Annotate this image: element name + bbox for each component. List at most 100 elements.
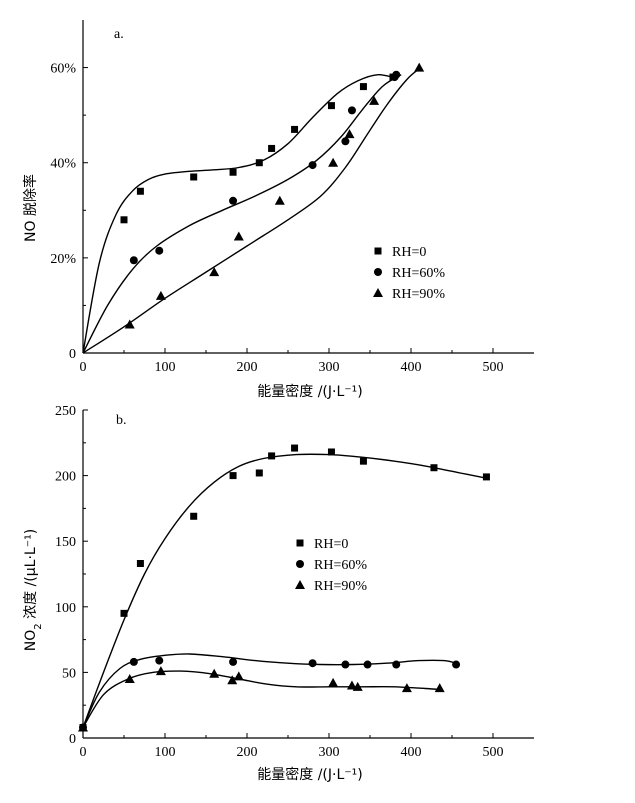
chart-b-y-tick-label: 250 — [55, 404, 76, 419]
chart-b-x-tick-label: 400 — [401, 745, 422, 760]
chart-a-legend-label-0: RH=0 — [392, 245, 426, 260]
chart-a-series-2-point — [209, 267, 220, 277]
chart-a-x-tick-label: 0 — [80, 360, 87, 375]
chart-a-series-2-point — [233, 231, 244, 241]
chart-a-y-tick-label: 60% — [50, 62, 76, 77]
chart-b-series-0-point — [255, 469, 263, 477]
chart-b-series-2-point — [328, 677, 339, 687]
chart-b-series-2-curve — [82, 670, 440, 728]
chart-b-x-tick-label: 200 — [237, 745, 258, 760]
chart-a-panel-label: a. — [114, 27, 124, 42]
chart-a-x-tick-label: 300 — [319, 360, 340, 375]
chart-b-y-tick-label: 150 — [55, 535, 76, 550]
chart-a-y-tick-label: 40% — [50, 157, 76, 172]
chart-b-y-tick-label: 100 — [55, 601, 76, 616]
chart-a-series-1-point — [392, 70, 401, 79]
chart-a-series-1-curve — [82, 74, 402, 354]
chart-b-series-0-point — [136, 560, 144, 568]
chart-a-series-0-point — [291, 125, 299, 133]
chart-a-series-1-point — [129, 256, 138, 265]
chart-a-series-1-point — [341, 137, 350, 146]
chart-a-series-2-point — [155, 290, 166, 300]
chart-a: 0 100 200 300 400 500 0 20% 40% 60% a. NO 脱除率 能量密… — [22, 20, 534, 400]
chart-b-y-label-sub: 2 — [33, 623, 44, 629]
chart-b-series-0-point — [190, 512, 198, 520]
chart-b-y-label-rest: 浓度 /(μL·L⁻¹) — [23, 529, 39, 624]
chart-a-x-label: 能量密度 /(J·L⁻¹) — [257, 383, 362, 400]
chart-b-series-2-point — [434, 683, 445, 693]
chart-b-series-0-point — [327, 448, 335, 456]
chart-b-legend-label-2: RH=90% — [314, 579, 367, 594]
chart-b-series-2-point — [401, 683, 412, 693]
chart-a-y-label: NO 脱除率 — [22, 174, 39, 242]
chart-b-legend-marker-1 — [296, 560, 304, 568]
chart-b-series-0-point — [229, 472, 237, 480]
chart-a-y-tick-label: 0 — [69, 347, 76, 362]
chart-b-series-0-point — [268, 452, 276, 460]
chart-b-y-label-main: NO — [23, 630, 39, 652]
chart-b-series-1-point — [341, 660, 350, 669]
chart-b-series-1-point — [308, 659, 317, 668]
chart-b-series-2-point — [233, 671, 244, 681]
chart-b-series-1-curve — [82, 653, 457, 728]
chart-a-series-0-point — [120, 216, 128, 224]
chart-b-series-0-curve — [82, 453, 487, 728]
chart-a-y-tick-label: 20% — [50, 252, 76, 267]
chart-a-series-0-point — [190, 173, 198, 181]
chart-a-series-2-point — [328, 157, 339, 167]
chart-a-series-2-point — [414, 62, 425, 72]
chart-b-series-1-point — [452, 660, 461, 669]
chart-b-series-1-point — [392, 660, 401, 669]
chart-a-series-0-curve — [82, 73, 398, 354]
chart-b-series-2-point — [124, 673, 135, 683]
chart-a-x-tick-label: 500 — [483, 360, 504, 375]
chart-b-legend-label-1: RH=60% — [314, 558, 367, 573]
chart-b-series-1-point — [229, 657, 238, 666]
chart-a-series-2-point — [369, 95, 380, 105]
chart-a-series-0-point — [255, 159, 263, 167]
chart-b-series-0-point — [430, 464, 438, 472]
chart-b-legend-marker-2 — [295, 580, 305, 589]
chart-b: 0 100 200 300 400 500 0 50 100 150 200 250 b. NO2 浓… — [23, 404, 534, 783]
chart-b-panel-label: b. — [116, 413, 127, 428]
chart-a-series-2-curve — [82, 67, 422, 354]
chart-b-series-2-point — [227, 675, 238, 685]
chart-a-series-1-point — [347, 106, 356, 115]
chart-a-series-1-point — [308, 161, 317, 170]
chart-a-legend-marker-1 — [374, 268, 382, 276]
chart-a-legend-marker-0 — [374, 247, 382, 255]
chart-b-series-2-point — [155, 666, 166, 676]
chart-a-series-0-point — [327, 102, 335, 110]
chart-a-series-2-point — [274, 195, 285, 205]
chart-a-x-tick-label: 200 — [237, 360, 258, 375]
chart-b-series-2-point — [352, 681, 363, 691]
chart-b-legend-label-0: RH=0 — [314, 537, 348, 552]
chart-a-series-0-point — [229, 168, 237, 176]
chart-a-legend-label-1: RH=60% — [392, 266, 445, 281]
chart-b-series-2-point — [78, 722, 88, 732]
chart-a-series-1-point — [229, 196, 238, 205]
chart-a-series-1-point — [155, 246, 164, 255]
chart-b-series-0-point — [291, 444, 299, 452]
chart-b-series-2-point — [346, 680, 357, 690]
chart-b-series-2-point — [209, 668, 220, 678]
chart-b-x-tick-label: 300 — [319, 745, 340, 760]
chart-b-series-0-point — [359, 457, 367, 465]
chart-b-y-label: NO2 浓度 /(μL·L⁻¹) — [23, 529, 44, 651]
chart-b-series-1-point — [129, 657, 138, 666]
chart-a-legend-label-2: RH=90% — [392, 287, 445, 302]
chart-a-x-tick-label: 400 — [401, 360, 422, 375]
chart-a-series-2-point — [344, 129, 355, 139]
chart-b-legend-marker-0 — [296, 539, 304, 547]
chart-a-series-0-point — [268, 144, 276, 152]
chart-b-x-tick-label: 0 — [80, 745, 87, 760]
chart-b-x-tick-label: 100 — [155, 745, 176, 760]
chart-b-series-0-point — [482, 473, 490, 481]
chart-b-series-1-point — [363, 660, 372, 669]
chart-b-y-tick-label: 200 — [55, 470, 76, 485]
chart-a-x-tick-label: 100 — [155, 360, 176, 375]
chart-b-series-0-point — [120, 609, 128, 617]
chart-a-series-0-point — [359, 83, 367, 91]
chart-b-y-tick-label: 0 — [69, 732, 76, 747]
